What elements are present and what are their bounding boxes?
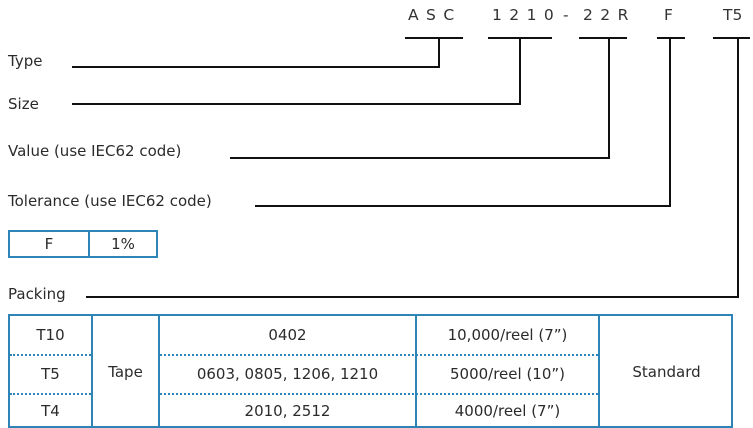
field-label-value: Value (use IEC62 code) (8, 142, 182, 160)
packing-size-cell: 0402 (268, 326, 307, 344)
tolerance-table: F 1% (8, 230, 158, 258)
connector-tolerance-v (669, 37, 671, 207)
connector-packing-h (86, 296, 739, 298)
packing-col-divider (91, 316, 93, 426)
connector-size-v (519, 37, 521, 105)
code-packing-segment: T5 (723, 6, 743, 24)
connector-type-v (438, 37, 440, 68)
field-label-size: Size (8, 95, 39, 113)
packing-method-cell: Tape (108, 363, 143, 381)
packing-code-cell: T10 (36, 326, 65, 344)
code-dash: - (563, 6, 577, 24)
connector-tolerance-h (255, 205, 671, 207)
packing-grade-cell: Standard (632, 363, 701, 381)
connector-packing-v (737, 37, 739, 298)
tolerance-value-cell: 1% (111, 235, 135, 253)
packing-table: T10 0402 10,000/reel (7”) T5 0603, 0805,… (8, 314, 733, 428)
packing-qty-cell: 10,000/reel (7”) (447, 326, 568, 344)
code-type-underline (405, 37, 463, 39)
code-tolerance-segment: F (664, 6, 681, 24)
tolerance-code-cell: F (10, 232, 90, 256)
connector-size-h (72, 103, 521, 105)
packing-qty-cell: 5000/reel (10”) (449, 365, 566, 383)
code-tolerance-underline (657, 37, 685, 39)
packing-size-cell: 0603, 0805, 1206, 1210 (196, 365, 379, 383)
packing-row-divider (160, 393, 598, 395)
code-type-segment: ASC (408, 6, 462, 24)
code-size-segment: 1210 (492, 6, 562, 24)
packing-col-divider (158, 316, 160, 426)
packing-row-divider (160, 354, 598, 356)
field-label-type: Type (8, 52, 43, 70)
packing-qty-cell: 4000/reel (7”) (454, 402, 561, 420)
code-value-segment: 22R (583, 6, 636, 24)
field-label-tolerance: Tolerance (use IEC62 code) (8, 192, 212, 210)
code-packing-underline (713, 37, 750, 39)
packing-row-divider (10, 354, 91, 356)
packing-size-cell: 2010, 2512 (244, 402, 331, 420)
packing-row-divider (10, 393, 91, 395)
packing-code-cell: T4 (41, 402, 60, 420)
packing-code-cell: T5 (41, 365, 60, 383)
connector-type-h (72, 66, 440, 68)
code-value-underline (579, 37, 627, 39)
field-label-packing: Packing (8, 285, 66, 303)
packing-col-divider (415, 316, 417, 426)
connector-value-h (230, 157, 610, 159)
connector-value-v (608, 37, 610, 159)
packing-col-divider (598, 316, 600, 426)
